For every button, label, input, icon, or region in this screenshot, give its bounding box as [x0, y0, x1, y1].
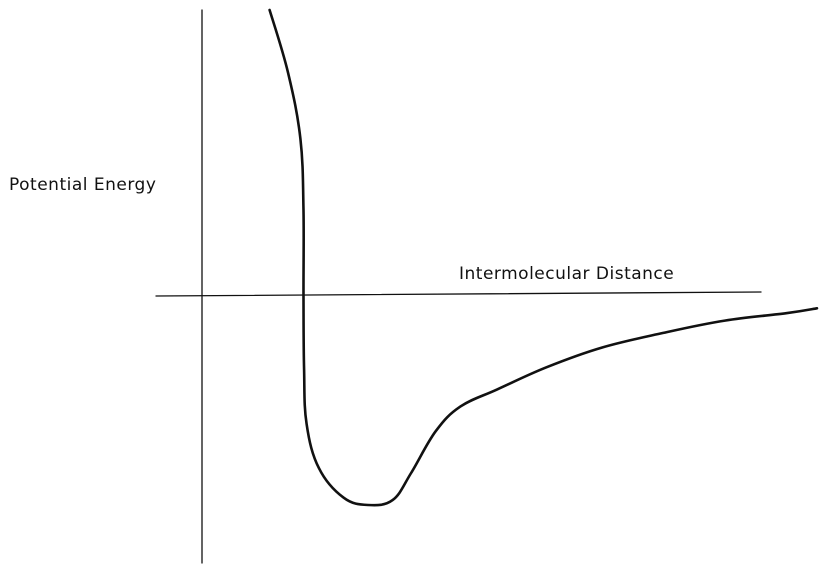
- potential-curve: [268, 8, 819, 507]
- x-axis: [155, 291, 762, 297]
- y-axis-label: Potential Energy: [9, 175, 156, 195]
- x-axis-label: Intermolecular Distance: [459, 264, 674, 284]
